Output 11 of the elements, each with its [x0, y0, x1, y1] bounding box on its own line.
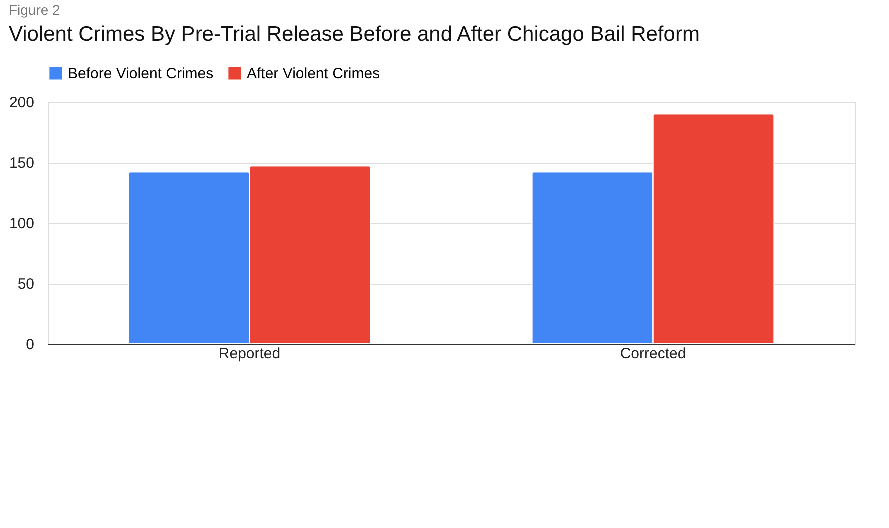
- x-tick-label: Corrected: [620, 346, 686, 362]
- chart-title: Violent Crimes By Pre-Trial Release Before and After Chicago Bail Reform: [8, 23, 700, 46]
- y-tick-label: 0: [26, 336, 34, 354]
- y-tick-label: 200: [9, 94, 34, 112]
- x-tick-label: Reported: [218, 346, 281, 362]
- legend-label: After Violent Crimes: [247, 65, 380, 82]
- y-tick-label: 150: [9, 155, 34, 172]
- legend-label: Before Violent Crimes: [68, 65, 214, 82]
- caption: Figure 2: [8, 2, 61, 18]
- y-tick-label: 100: [9, 216, 34, 232]
- y-tick-label: 50: [18, 276, 34, 293]
